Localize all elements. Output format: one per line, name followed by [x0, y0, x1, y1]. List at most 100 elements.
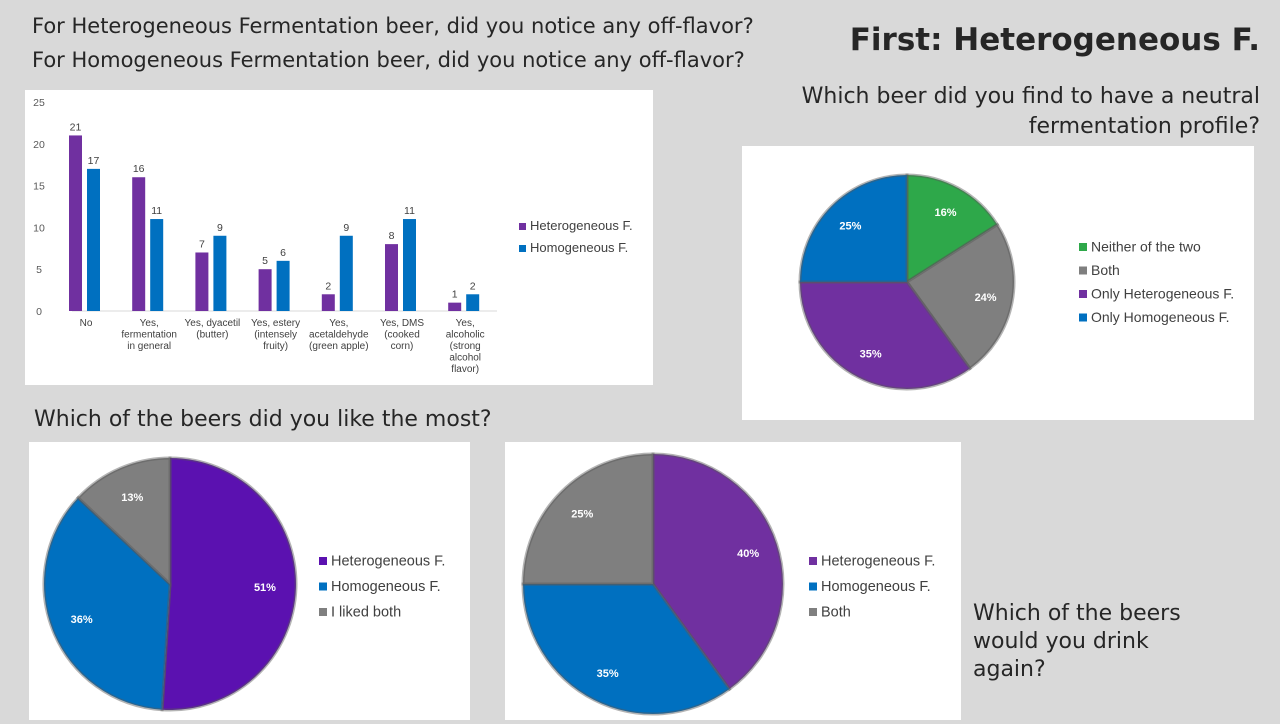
x-category-label: acetaldehyde [309, 330, 369, 341]
bar-homogeneous [276, 260, 290, 311]
x-category-label: (strong [450, 341, 481, 352]
x-category-label: alcoholic [446, 330, 485, 341]
pie-slice-i-liked-both [76, 456, 172, 588]
legend-swatch [809, 582, 817, 591]
drink-again-pie-panel: 40% 35% 25% Heterogeneous F. Homogeneous F. B… [505, 442, 961, 720]
off-flavor-bar-chart-panel: 0 5 10 15 20 25 21 17 No 16 11 Yes, fermentation in g… [25, 90, 653, 385]
bar-heterogeneous [69, 135, 82, 311]
pie-percent-label: 16% [935, 207, 957, 219]
liked-most-pie-panel: 51% 36% 13% Heterogeneous F. Homogeneous F. I… [29, 442, 470, 720]
legend-swatch [1079, 243, 1087, 251]
legend-swatch [809, 608, 817, 616]
bar-value-label: 16 [133, 163, 145, 175]
legend-swatch [319, 582, 327, 591]
question-drink-line1: Which of the beers [973, 601, 1181, 626]
legend-swatch [1079, 266, 1087, 275]
bar-heterogeneous [385, 244, 398, 311]
legend-label: Heterogeneous F. [821, 554, 935, 570]
pie-percent-label: 25% [571, 508, 593, 520]
legend-swatch [519, 245, 526, 252]
bar-value-label: 11 [404, 205, 415, 217]
bar-value-label: 21 [70, 121, 82, 133]
legend-label: Only Heterogeneous F. [1091, 286, 1234, 302]
bar-value-label: 2 [325, 280, 331, 292]
pie-percent-label: 40% [737, 548, 759, 560]
legend-swatch [809, 557, 817, 565]
pie-slice-both [521, 452, 655, 586]
x-category-label: Yes, [329, 318, 348, 329]
pie-slice-neither-of-the-two [905, 173, 1000, 285]
x-category-label: (green apple) [309, 341, 368, 352]
question-off-flavor-heterogeneous: For Heterogeneous Fermentation beer, did… [32, 14, 754, 38]
question-neutral-line1: Which beer did you find to have a neutra… [801, 84, 1260, 109]
legend-label: Heterogeneous F. [530, 218, 633, 233]
legend-label: I liked both [331, 605, 401, 621]
x-category-label: fruity) [263, 341, 288, 352]
legend-swatch [319, 608, 327, 616]
legend-swatch [519, 223, 526, 230]
pie-percent-label: 35% [597, 668, 619, 680]
bar-homogeneous [87, 168, 100, 311]
x-category-label: Yes, dyacetil [185, 318, 241, 329]
pie-percent-label: 25% [839, 220, 861, 232]
bar-homogeneous [466, 294, 480, 311]
question-drink-again: Which of the beers would you drink again… [973, 600, 1181, 684]
pie-slice-only-heterogeneous-f [798, 280, 972, 391]
y-tick-label: 10 [33, 222, 45, 234]
y-tick-label: 15 [33, 181, 45, 193]
drink-again-pie-chart: 40% 35% 25% Heterogeneous F. Homogeneous F. B… [521, 452, 935, 716]
x-category-label: (intensely [254, 330, 297, 341]
y-tick-label: 25 [33, 97, 45, 109]
pie-slice-only-homogeneous-f [798, 173, 909, 284]
x-category-label: alcohol [449, 353, 481, 364]
slide-title: First: Heterogeneous F. [849, 22, 1260, 58]
legend-label: Only Homogeneous F. [1091, 309, 1230, 325]
legend-label: Both [821, 605, 851, 621]
bar-value-label: 8 [389, 230, 395, 242]
bar-value-label: 2 [470, 280, 476, 292]
bar-value-label: 11 [151, 205, 162, 217]
question-neutral-profile: Which beer did you find to have a neutra… [802, 82, 1260, 142]
pie-slice-homogeneous-f [42, 495, 172, 712]
question-liked-most: Which of the beers did you like the most… [34, 407, 492, 432]
legend-swatch [319, 557, 327, 565]
legend-label: Heterogeneous F. [331, 554, 445, 570]
x-category-label: (butter) [196, 330, 228, 341]
bar-homogeneous [150, 219, 164, 311]
pie-percent-label: 13% [121, 492, 143, 504]
bar-homogeneous [213, 235, 227, 311]
y-tick-label: 0 [36, 306, 42, 318]
bar-homogeneous [403, 219, 416, 311]
pie-percent-label: 51% [254, 582, 276, 594]
x-category-label: in general [127, 341, 171, 352]
question-neutral-line2: fermentation profile? [1028, 114, 1260, 139]
pie-percent-label: 35% [860, 348, 882, 360]
x-category-label: Yes, DMS [380, 318, 424, 329]
question-drink-line3: again? [973, 657, 1046, 682]
legend-label: Homogeneous F. [821, 579, 931, 595]
neutral-profile-pie-panel: 16% 24% 35% 25% Neither of the two Both Only H… [742, 146, 1254, 420]
legend-swatch [1079, 290, 1087, 298]
pie-slice-both [904, 222, 1016, 371]
bar-value-label: 1 [452, 289, 458, 301]
question-off-flavor-homogeneous: For Homogeneous Fermentation beer, did y… [32, 48, 745, 72]
bar-heterogeneous [448, 302, 462, 311]
x-category-label: Yes, [456, 318, 475, 329]
pie-slice-homogeneous-f [521, 582, 732, 716]
bar-value-label: 5 [262, 255, 268, 267]
legend-label: Both [1091, 262, 1120, 278]
x-category-label: corn) [391, 341, 414, 352]
x-category-label: fermentation [121, 330, 177, 341]
bar-value-label: 6 [280, 247, 286, 259]
bar-value-label: 7 [199, 238, 205, 250]
x-category-label: Yes, [140, 318, 159, 329]
legend-label: Neither of the two [1091, 239, 1201, 255]
liked-most-pie-chart: 51% 36% 13% Heterogeneous F. Homogeneous F. I… [42, 456, 445, 712]
legend-label: Homogeneous F. [331, 579, 441, 595]
legend-label: Homogeneous F. [530, 240, 628, 255]
y-tick-label: 5 [36, 264, 42, 276]
legend-swatch [1079, 313, 1087, 322]
bar-heterogeneous [195, 252, 209, 311]
x-category-label: flavor) [451, 364, 479, 375]
